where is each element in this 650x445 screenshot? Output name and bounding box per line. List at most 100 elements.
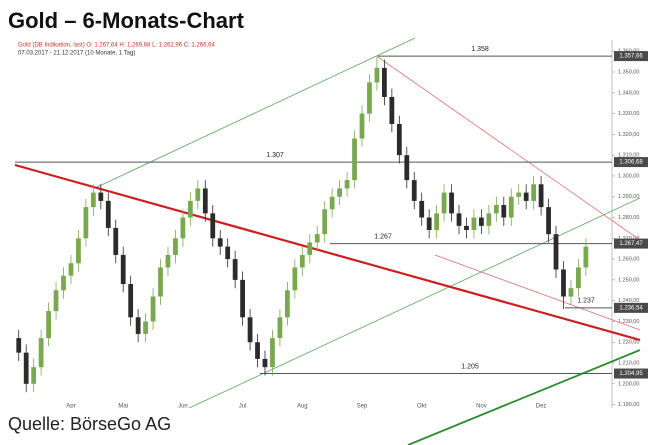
x-tick-label: Nov <box>476 404 487 410</box>
candle-body <box>322 209 328 235</box>
candle-body <box>576 267 581 289</box>
candle-body <box>150 296 156 322</box>
chart-title: Gold – 6-Monats-Chart <box>8 8 245 33</box>
trend-line <box>434 254 641 331</box>
candle-body <box>337 188 343 197</box>
level-axis-label: 1.204,95 <box>619 371 643 377</box>
candle-body <box>180 217 186 239</box>
source: Quelle: BörseGo AG <box>8 414 171 434</box>
trend-line <box>94 37 416 189</box>
candle-body <box>247 317 253 343</box>
trend-line <box>184 197 641 411</box>
level-box <box>614 368 648 379</box>
candle-body <box>105 200 111 228</box>
plot-area: 1.190,00 1.200,00 1.210,00 1.220,00 1.230,00… <box>14 37 648 445</box>
candle-body <box>344 180 350 189</box>
candle-body <box>449 192 454 214</box>
candle-body <box>419 200 425 218</box>
candle-body <box>232 259 238 280</box>
candle-body <box>61 275 66 291</box>
candle-body <box>367 82 372 114</box>
y-tick-label: 1.290,00 <box>618 194 639 200</box>
candle-body <box>523 192 529 201</box>
candle-body <box>143 321 148 334</box>
candle-body <box>98 192 104 201</box>
candle-body <box>262 358 268 368</box>
candle-body <box>210 213 216 239</box>
y-tick-label: 1.190,00 <box>618 402 639 408</box>
y-tick-label: 1.320,00 <box>618 132 639 138</box>
x-tick-label: Aug <box>297 404 308 410</box>
x-tick-label: Mai <box>118 404 128 410</box>
candle-body <box>120 254 126 285</box>
level-axis-label: 1.357,66 <box>619 54 643 60</box>
candle-body <box>202 188 208 214</box>
candle-body <box>456 213 462 226</box>
level-box <box>614 157 648 168</box>
candle-body <box>389 96 395 124</box>
level-box <box>614 302 648 313</box>
y-tick-label: 1.200,00 <box>618 381 639 387</box>
candle-body <box>583 246 589 268</box>
y-tick-label: 1.330,00 <box>618 111 639 117</box>
candle-body <box>53 290 59 312</box>
y-tick-label: 1.300,00 <box>618 173 639 179</box>
candle-body <box>382 67 387 97</box>
candle-body <box>299 254 305 268</box>
level-axis-label: 1.236,54 <box>619 305 643 311</box>
level-axis-label: 1.306,68 <box>619 160 643 166</box>
candle-body <box>561 269 566 297</box>
level-box <box>614 238 648 249</box>
x-tick-label: Sep <box>357 404 368 410</box>
candle-body <box>255 342 260 359</box>
candle-body <box>46 311 51 339</box>
candle-body <box>83 207 89 239</box>
candle-body <box>38 338 44 368</box>
candle-body <box>479 217 484 226</box>
candle-body <box>277 317 283 339</box>
candle-body <box>508 196 514 218</box>
trend-line <box>407 349 641 445</box>
candle-body <box>31 367 37 384</box>
y-tick-label: 1.310,00 <box>618 153 639 159</box>
candle-body <box>411 180 417 201</box>
candle-body <box>128 284 134 318</box>
candle-body <box>538 184 544 208</box>
candle-body <box>568 288 574 297</box>
y-tick-label: 1.230,00 <box>618 319 639 325</box>
candle-body <box>270 338 275 368</box>
candle-body <box>329 196 335 210</box>
candle-body <box>284 290 290 318</box>
source-bg <box>0 408 200 445</box>
candle-body <box>374 67 380 83</box>
subtitle: Gold (DB Indikation, last) O: 1.267,64 H… <box>18 43 215 49</box>
candle-body <box>16 338 22 353</box>
y-tick-label: 1.210,00 <box>618 360 639 366</box>
candle-body <box>441 192 447 214</box>
candle-body <box>23 352 29 384</box>
candle-body <box>531 184 537 201</box>
candle-body <box>486 213 492 226</box>
candle-body <box>158 267 163 297</box>
y-tick-label: 1.220,00 <box>618 340 639 346</box>
candle-body <box>292 267 298 291</box>
candle-body <box>516 192 522 197</box>
candle-body <box>195 188 201 201</box>
x-tick-label: Jun <box>178 404 188 410</box>
candle-body <box>68 263 74 276</box>
x-tick-label: Okt <box>417 404 427 410</box>
x-tick-label: Dez <box>536 404 547 410</box>
candle-body <box>501 205 507 218</box>
candle-body <box>314 234 320 243</box>
candle-body <box>113 227 119 255</box>
y-tick-label: 1.240,00 <box>618 298 639 304</box>
candle-body <box>404 155 410 181</box>
candle-body <box>493 205 499 214</box>
candle-body <box>434 213 440 230</box>
y-tick-label: 1.280,00 <box>618 215 639 221</box>
candle-body <box>225 246 231 260</box>
candle-body <box>464 225 469 230</box>
candle-body <box>76 238 81 264</box>
y-tick-label: 1.250,00 <box>618 277 639 283</box>
